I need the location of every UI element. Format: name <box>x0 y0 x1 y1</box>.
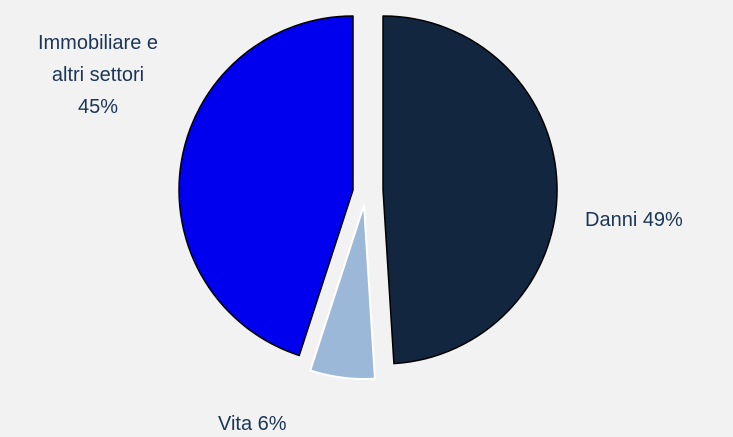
slice-label-vita: Vita 6% <box>218 413 287 435</box>
pie-slice-vita <box>309 204 376 381</box>
pie-slice-immobiliare-e-altri-settori <box>178 15 354 357</box>
pie-slice-danni <box>382 15 558 365</box>
slice-label-danni: Danni 49% <box>585 209 683 231</box>
pie-slices <box>178 15 558 381</box>
slice-label-immobiliare-line-3: 45% <box>78 96 118 118</box>
slice-label-immobiliare-line-2: altri settori <box>52 64 144 86</box>
pie-labels: Danni 49% Vita 6% Immobiliare e altri se… <box>38 32 683 435</box>
slice-label-immobiliare-line-1: Immobiliare e <box>38 32 158 54</box>
